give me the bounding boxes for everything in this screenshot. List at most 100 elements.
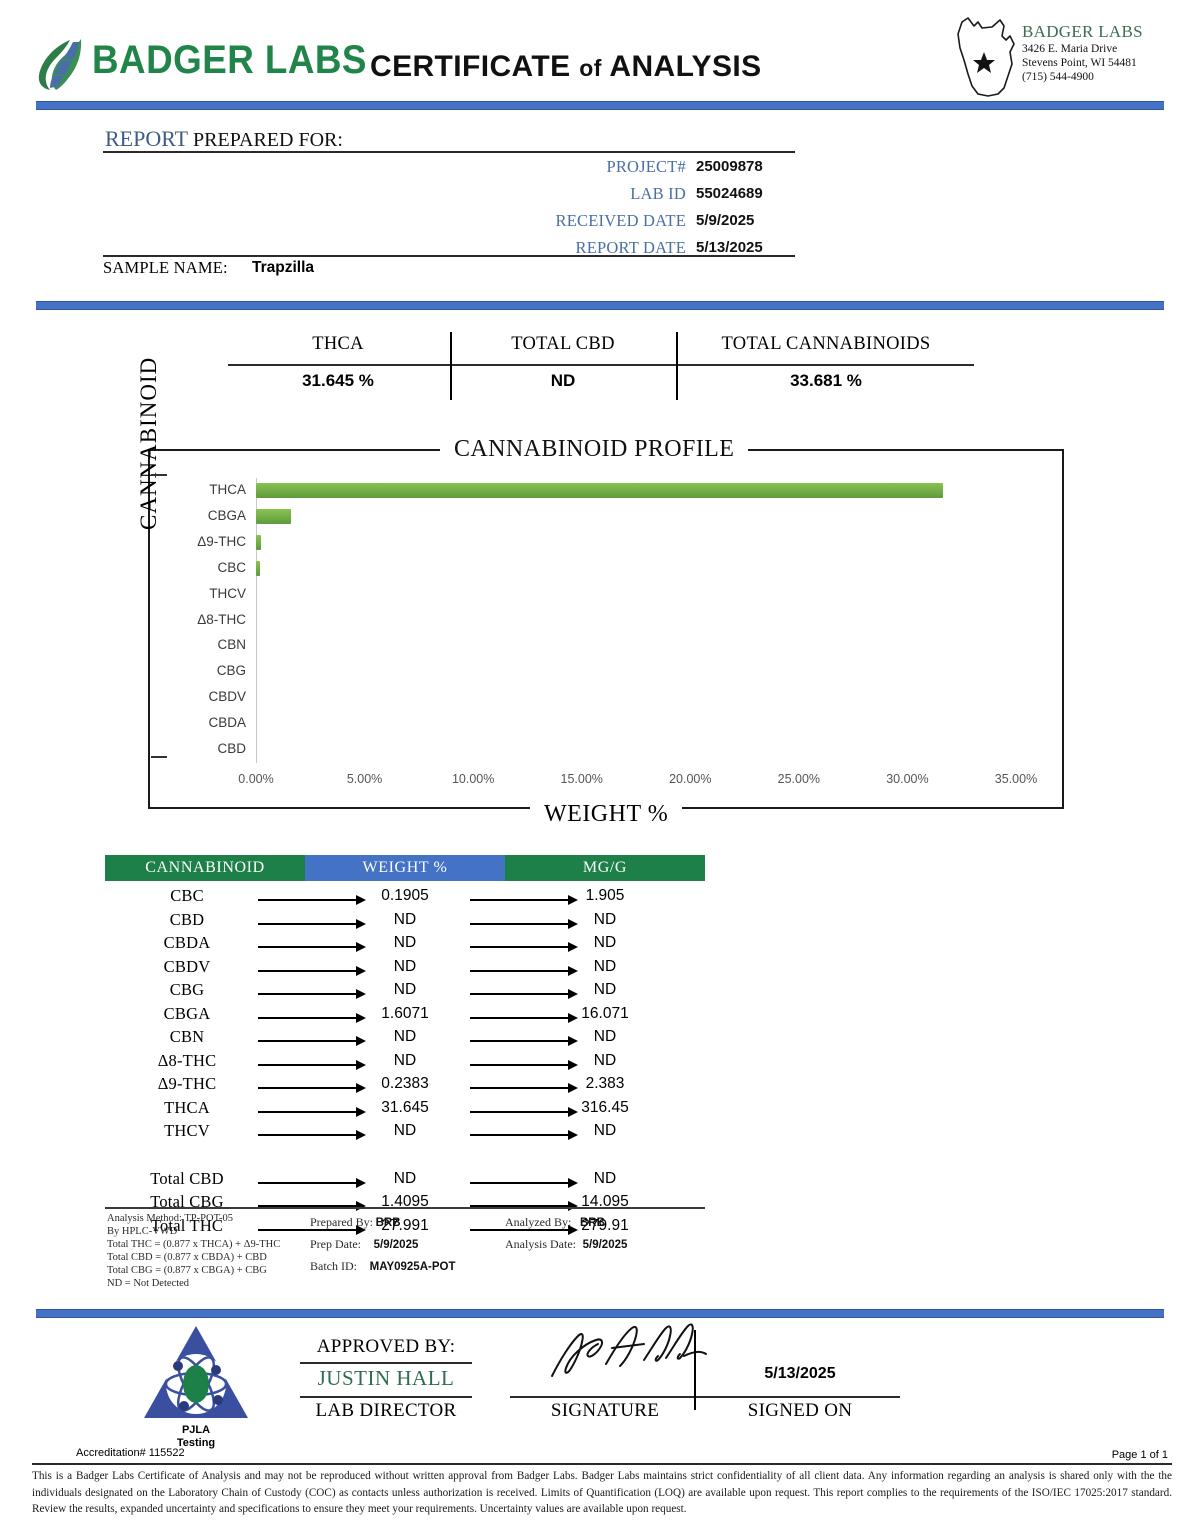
totals-row-weight-value: 1.4095	[381, 1193, 429, 1210]
accreditation-number: Accreditation# 115522	[76, 1447, 185, 1459]
approver-name: JUSTIN HALL	[317, 1366, 455, 1390]
lab-address-line-1: 3426 E. Maria Drive	[1022, 43, 1118, 55]
sample-name-value: Trapzilla	[252, 259, 315, 276]
chart-x-tick: 15.00%	[560, 772, 603, 786]
chart-category-label: CBGA	[207, 507, 246, 523]
divider-top	[36, 101, 1164, 110]
batch-id-label: Batch ID:	[310, 1259, 357, 1273]
chart-x-tick: 20.00%	[669, 772, 712, 786]
pjla-sub-label: Testing	[176, 1437, 216, 1449]
chart-category-label: THCV	[209, 585, 246, 601]
nd-note: ND = Not Detected	[107, 1278, 190, 1289]
totals-row-arrow-weight	[258, 1177, 366, 1188]
summary-total-value-text: 33.681 %	[790, 371, 862, 390]
chart-category-label: CBC	[217, 559, 246, 575]
totals-row-name: Total CBD	[150, 1168, 224, 1188]
table-row-arrow-mgg	[470, 942, 578, 952]
chart-value-axis-line	[256, 478, 257, 763]
table-row-arrow-weight	[258, 1036, 366, 1046]
signed-on-date: 5/13/2025	[764, 1365, 836, 1382]
chart-plot-area: THCA CBGA Δ9-THC CBC THCV Δ8-THC CBN CBG CBDV CBD…	[197, 478, 1016, 763]
method-line-2: By HPLC-VWD	[107, 1226, 178, 1237]
summary-label-total-cbd: TOTAL CBD	[452, 334, 674, 355]
table-row-name: CBDA	[163, 933, 211, 952]
lab-id-value: 55024689	[696, 185, 763, 202]
summary-divider-1	[450, 332, 452, 400]
table-row-mgg-value: ND	[593, 910, 617, 928]
table-row-arrow-weight	[258, 1083, 366, 1093]
summary-cbd-value-text: ND	[550, 371, 576, 390]
table-row-name: CBN	[169, 1027, 205, 1046]
totals-row-mgg-value: 279.91	[581, 1216, 629, 1234]
table-row-name: Δ9-THC	[157, 1074, 217, 1093]
chart-category-label: CBG	[216, 663, 246, 679]
lab-address-block: BADGER LABS 3426 E. Maria Drive Stevens …	[1022, 22, 1200, 84]
project-value: 25009878	[696, 158, 763, 175]
analyzed-by-value: BRB	[579, 1217, 605, 1229]
table-row-mgg-value: ND	[593, 1122, 617, 1139]
summary-total-label-text: TOTAL CANNABINOIDS	[721, 334, 931, 354]
y-axis-tick-bottom	[151, 756, 167, 758]
method-notes: Analysis Method: TP-POT-05 By HPLC-VWD T…	[107, 1212, 367, 1290]
table-row-name: CBC	[170, 886, 204, 905]
received-date-label: RECEIVED DATE	[555, 211, 686, 230]
chart-bar	[256, 535, 262, 551]
table-row-weight-value: ND	[393, 910, 417, 928]
table-row-mgg-value: 16.071	[581, 1004, 629, 1022]
summary-divider-2	[676, 332, 678, 400]
totals-row-arrow-weight	[258, 1224, 366, 1235]
summary-value-total-cbd: ND	[452, 371, 674, 391]
batch-id-value: MAY0925A-POT	[369, 1261, 456, 1273]
lab-id-label: LAB ID	[630, 184, 686, 203]
signature-image	[540, 1320, 720, 1382]
table-row-arrow-mgg	[470, 1106, 578, 1117]
rule-lab-director	[300, 1396, 472, 1398]
table-row-weight-value: 0.1905	[381, 887, 429, 904]
meta-row-received: RECEIVED DATE 5/9/2025	[480, 211, 796, 237]
lab-phone: (715) 544-4900	[1022, 71, 1094, 83]
chart-bar	[256, 509, 291, 525]
totals-row-mgg-value: ND	[593, 1169, 617, 1187]
rule-approved-by	[300, 1362, 472, 1364]
analyzed-by-label: Analyzed By:	[505, 1215, 572, 1229]
lab-address-line-2: Stevens Point, WI 54481	[1022, 57, 1137, 69]
meta-row-reportdate: REPORT DATE 5/13/2025	[480, 238, 796, 264]
table-row-arrow-weight	[258, 1106, 366, 1117]
table-row-arrow-mgg	[470, 895, 578, 905]
table-row-arrow-mgg	[470, 1130, 578, 1140]
table-row-weight-value: ND	[393, 957, 417, 975]
chart-x-tick: 35.00%	[994, 772, 1038, 786]
totals-row-arrow-mgg	[470, 1177, 578, 1188]
prep-date-label: Prep Date:	[310, 1237, 361, 1251]
badger-labs-leaf-logo-icon	[26, 36, 88, 94]
totals-row-name: Total CBG	[150, 1192, 224, 1211]
wisconsin-map-icon	[948, 14, 1026, 100]
table-row-weight-value: ND	[393, 1122, 417, 1139]
analysis-info-block: Analyzed By: BRB Analysis Date: 5/9/2025	[505, 1212, 745, 1256]
table-row-name: THCA	[164, 1097, 210, 1117]
chart-category-label: CBD	[217, 741, 246, 757]
table-row-name: CBG	[169, 980, 205, 999]
title-of: of	[579, 55, 602, 81]
totals-row-arrow-mgg	[470, 1224, 578, 1235]
results-table-header: CANNABINOID WEIGHT % MG/G	[105, 855, 705, 881]
rule-footer	[32, 1463, 1172, 1465]
chart-bar	[256, 561, 261, 577]
pjla-accreditation-logo-icon	[140, 1322, 252, 1426]
chart-category-label: CBDA	[208, 715, 246, 731]
table-row-arrow-weight	[258, 1059, 366, 1070]
rule-under-prepared-for	[103, 151, 795, 153]
title-certificate: CERTIFICATE	[370, 50, 571, 83]
table-row-name: THCV	[164, 1121, 210, 1140]
table-row-arrow-mgg	[470, 1036, 578, 1046]
table-row-arrow-weight	[258, 942, 366, 952]
rule-signature	[510, 1396, 900, 1398]
table-row-arrow-weight	[258, 965, 366, 976]
approver-title: LAB DIRECTOR	[315, 1400, 457, 1421]
meta-row-project: PROJECT# 25009878	[480, 157, 796, 183]
y-axis-tick-top	[151, 474, 167, 476]
rule-summary	[228, 364, 974, 366]
page-title: CERTIFICATE of ANALYSIS	[370, 50, 762, 84]
table-row-mgg-value: 2.383	[585, 1075, 625, 1092]
table-row-arrow-mgg	[470, 1059, 578, 1070]
